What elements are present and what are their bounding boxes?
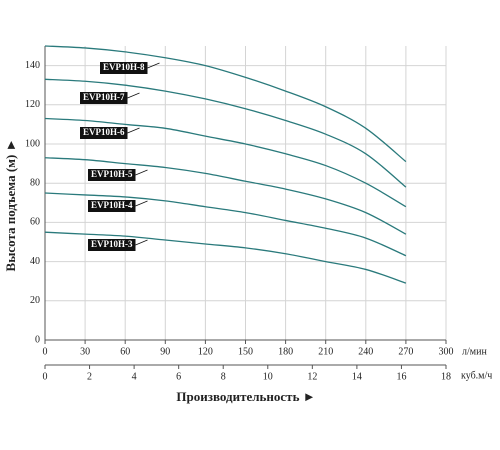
x-tick-label: 120 bbox=[198, 346, 213, 357]
series-label: EVP10H-7 bbox=[83, 92, 125, 102]
x-tick-label: 270 bbox=[398, 346, 413, 357]
series-label-box bbox=[80, 127, 128, 139]
pump-curve bbox=[44, 117, 407, 208]
y-tick-label: 40 bbox=[30, 256, 40, 267]
y-tick-label: 80 bbox=[30, 177, 40, 188]
x-tick-label: 180 bbox=[278, 346, 293, 357]
x2-tick-label: 14 bbox=[352, 371, 362, 382]
y-axis-title: Высота подъема (м) ► bbox=[3, 139, 18, 272]
x2-tick-label: 16 bbox=[396, 371, 406, 382]
x2-tick-label: 18 bbox=[441, 371, 451, 382]
x-tick-label: 150 bbox=[238, 346, 253, 357]
x-tick-label: 30 bbox=[80, 346, 90, 357]
series-label-box bbox=[88, 200, 136, 212]
y-tick-label: 120 bbox=[25, 99, 40, 110]
series-label-leader bbox=[135, 200, 148, 207]
pump-curve bbox=[44, 45, 407, 163]
series-label-box bbox=[80, 92, 128, 104]
x-axis-title: Производительность ► bbox=[176, 389, 315, 404]
x2-tick-label: 6 bbox=[176, 371, 181, 382]
pump-curve bbox=[44, 157, 407, 235]
x2-tick-label: 4 bbox=[132, 371, 137, 382]
x2-tick-label: 2 bbox=[87, 371, 92, 382]
y-tick-label: 20 bbox=[30, 295, 40, 306]
x2-tick-label: 8 bbox=[221, 371, 226, 382]
pump-curve bbox=[44, 231, 407, 284]
series-label: EVP10H-8 bbox=[103, 62, 145, 72]
pump-curve bbox=[44, 78, 407, 188]
x-tick-label: 300 bbox=[439, 346, 454, 357]
y-tick-label: 100 bbox=[25, 138, 40, 149]
x-tick-label: 240 bbox=[358, 346, 373, 357]
series-label: EVP10H-3 bbox=[91, 239, 133, 249]
series-label-box bbox=[100, 62, 148, 74]
pump-curve bbox=[44, 192, 407, 257]
series-label: EVP10H-6 bbox=[83, 127, 125, 137]
x-unit: л/мин bbox=[462, 346, 487, 357]
y-tick-label: 140 bbox=[25, 60, 40, 71]
series-label: EVP10H-4 bbox=[91, 200, 133, 210]
y-tick-label: 0 bbox=[35, 334, 40, 345]
y-tick-label: 60 bbox=[30, 217, 40, 228]
series-label-leader bbox=[147, 62, 160, 69]
series-label-leader bbox=[127, 127, 140, 134]
x-tick-label: 0 bbox=[43, 346, 48, 357]
x-tick-label: 210 bbox=[318, 346, 333, 357]
x2-unit: куб.м/ч bbox=[461, 370, 492, 381]
series-label-leader bbox=[127, 92, 140, 99]
series-label-leader bbox=[135, 169, 148, 176]
x2-tick-label: 12 bbox=[307, 371, 317, 382]
x2-tick-label: 10 bbox=[263, 371, 273, 382]
x-tick-label: 60 bbox=[120, 346, 130, 357]
series-label: EVP10H-5 bbox=[91, 169, 133, 179]
series-label-box bbox=[88, 169, 136, 181]
x2-tick-label: 0 bbox=[43, 371, 48, 382]
x-tick-label: 90 bbox=[160, 346, 170, 357]
series-label-box bbox=[88, 239, 136, 251]
series-label-leader bbox=[135, 239, 148, 246]
